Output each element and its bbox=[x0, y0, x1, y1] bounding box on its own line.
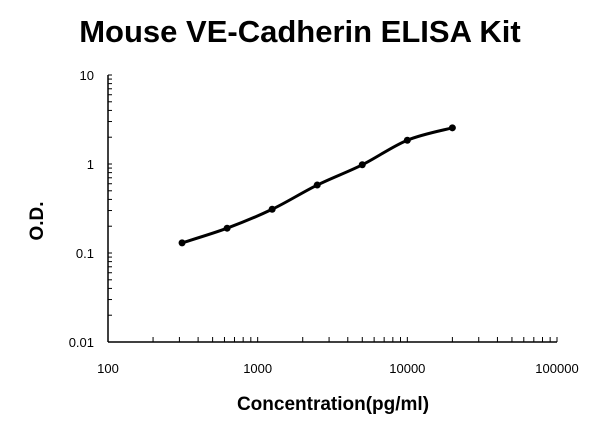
x-tick-label: 10000 bbox=[389, 361, 425, 376]
data-point bbox=[403, 136, 411, 144]
y-tick-label: 10 bbox=[80, 68, 94, 83]
data-point bbox=[223, 224, 231, 232]
chart-title: Mouse VE-Cadherin ELISA Kit bbox=[79, 14, 521, 49]
data-point bbox=[448, 124, 456, 132]
x-axis-label: Concentration(pg/ml) bbox=[236, 394, 430, 415]
data-point bbox=[178, 239, 186, 247]
data-point bbox=[358, 161, 366, 169]
x-tick-label: 100 bbox=[97, 361, 119, 376]
y-tick-label: 0.01 bbox=[69, 335, 94, 350]
data-point bbox=[313, 181, 321, 189]
x-tick-label: 1000 bbox=[243, 361, 272, 376]
x-tick-label: 100000 bbox=[535, 361, 578, 376]
data-point bbox=[268, 205, 276, 213]
y-tick-label: 1 bbox=[87, 157, 94, 172]
y-tick-label: 0.1 bbox=[76, 246, 94, 261]
y-axis-label: O.D. bbox=[27, 201, 48, 241]
